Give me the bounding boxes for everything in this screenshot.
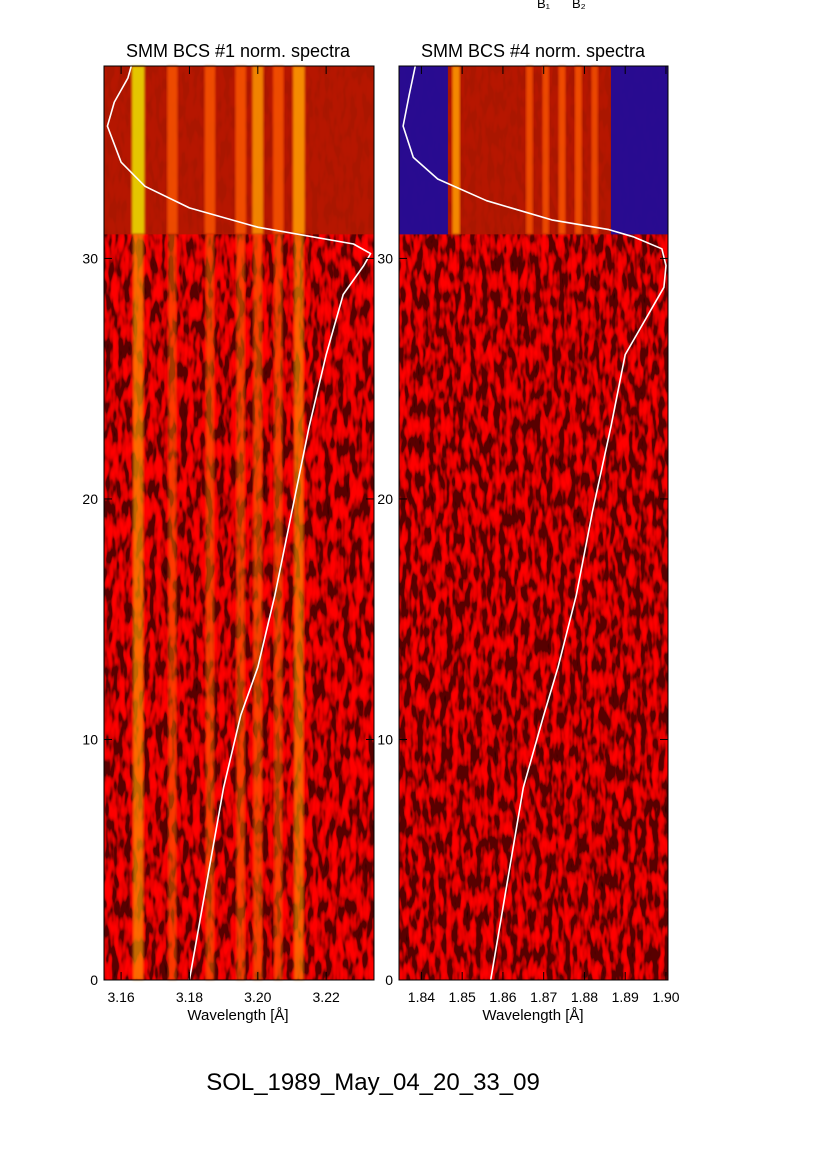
plot-frame [398, 65, 669, 981]
y-axis-ticks: 0 10 20 30 [82, 250, 374, 988]
header-fragment-b2: B₂ [572, 0, 586, 11]
x-tick-label: 3.18 [176, 989, 203, 1005]
y-tick-label: 20 [377, 491, 393, 507]
x-axis-ticks: 1.84 1.85 1.86 1.87 1.88 1.89 1.90 [408, 66, 680, 1005]
spectral-line-quiet-2 [205, 234, 215, 981]
spectral-line-flare-3 [558, 66, 566, 235]
y-tick-label: 30 [82, 250, 98, 266]
x-tick-label: 3.16 [107, 989, 134, 1005]
y-tick-label: 0 [90, 972, 98, 988]
spectral-line-quiet-1 [168, 234, 177, 981]
flare-blue-band-right [610, 66, 668, 235]
x-tick-label: 1.87 [530, 989, 557, 1005]
lightcurve-line [106, 65, 372, 981]
x-tick-label: 1.88 [571, 989, 598, 1005]
x-axis-ticks: 3.16 3.18 3.20 3.22 [107, 66, 340, 1005]
spectral-lines-flare [452, 66, 598, 235]
lightcurve-line [402, 65, 667, 981]
y-tick-label: 0 [385, 972, 393, 988]
spectral-line-quiet-6 [293, 234, 304, 981]
x-tick-label: 1.86 [489, 989, 516, 1005]
heatmap-panel-bcs1: SMM BCS #1 norm. spectra 3.16 3.18 3.20 3.2… [82, 41, 375, 1024]
spectral-line-flare-5 [272, 66, 284, 235]
chart-title: SMM BCS #1 norm. spectra [126, 41, 351, 61]
spectral-line-flare-1 [525, 66, 533, 235]
spectral-line-flare-6 [292, 66, 305, 235]
spectral-line-flare-1 [167, 66, 178, 235]
x-tick-label: 1.84 [408, 989, 435, 1005]
x-axis-label: Wavelength [Å] [482, 1007, 583, 1024]
x-tick-label: 1.85 [449, 989, 476, 1005]
spectral-line-quiet-5 [273, 234, 283, 981]
spectral-line-flare-0 [131, 66, 145, 235]
spectral-line-flare-4 [252, 66, 264, 235]
figure-caption: SOL_1989_May_04_20_33_09 [206, 1069, 540, 1096]
y-tick-label: 20 [82, 491, 98, 507]
spectral-line-quiet-3 [236, 234, 246, 981]
spectral-line-flare-5 [591, 66, 598, 235]
x-tick-label: 3.22 [313, 989, 340, 1005]
x-tick-label: 1.89 [612, 989, 639, 1005]
spectral-line-flare-2 [542, 66, 550, 235]
x-axis-label: Wavelength [Å] [187, 1007, 288, 1024]
y-tick-label: 30 [377, 250, 393, 266]
spectral-line-flare-0 [452, 66, 461, 235]
y-tick-label: 10 [377, 731, 393, 747]
spectral-line-flare-2 [204, 66, 216, 235]
y-tick-label: 10 [82, 731, 98, 747]
spectral-line-quiet-0 [132, 234, 144, 981]
spectral-line-flare-4 [574, 66, 582, 235]
y-axis-ticks: 0 10 20 30 [377, 250, 668, 988]
plot-frame [103, 65, 375, 981]
header-fragment-b1: B₁ [537, 0, 551, 11]
spectral-lines-quiet [132, 234, 304, 981]
heatmap-panel-bcs4: SMM BCS #4 norm. spectra 1.84 1.85 1.86 1.8… [377, 41, 679, 1024]
x-tick-label: 3.20 [244, 989, 271, 1005]
flare-blue-band-left [399, 66, 448, 235]
spectral-lines-flare [131, 66, 305, 235]
chart-title: SMM BCS #4 norm. spectra [421, 41, 646, 61]
spectral-line-quiet-4 [253, 234, 263, 981]
x-tick-label: 1.90 [652, 989, 679, 1005]
spectral-line-flare-3 [235, 66, 247, 235]
